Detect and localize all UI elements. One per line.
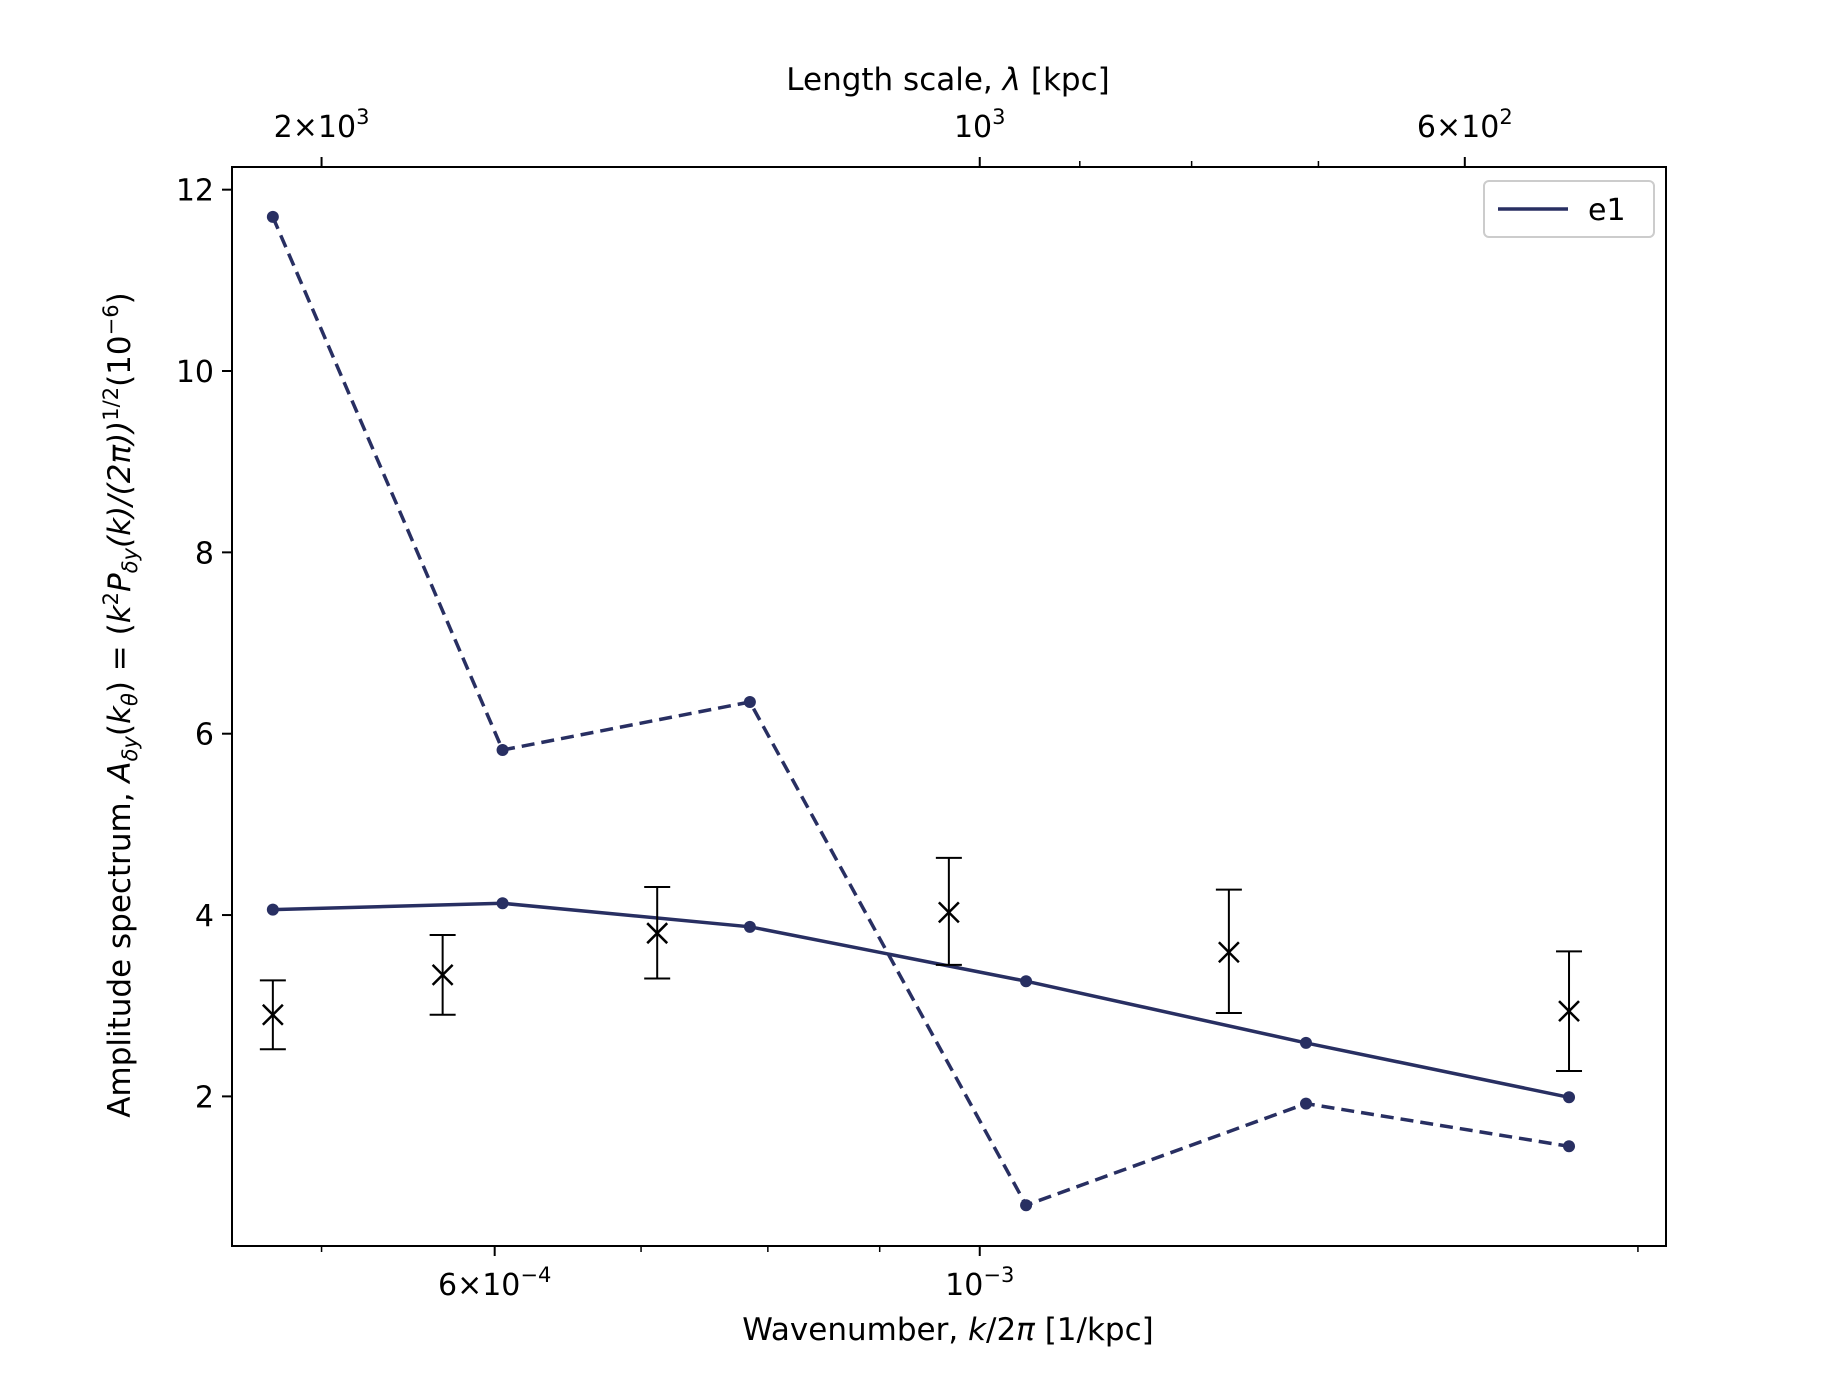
y-axis-title-P: P — [102, 573, 138, 592]
y-axis-title-main: Amplitude spectrum, — [102, 783, 138, 1118]
top-x-tick-label-1: 103 — [954, 105, 1006, 145]
legend-label-e1: e1 — [1588, 193, 1626, 228]
series-0-point-0 — [266, 903, 279, 916]
y-axis-title-A-sub: δy — [118, 736, 142, 762]
y-tick-label-1: 4 — [195, 899, 214, 934]
y-axis-title-close: ) — [102, 292, 138, 304]
series-0-point-3 — [1020, 975, 1033, 988]
errorbar-5-marker-b — [1558, 1000, 1580, 1023]
y-axis-title-eq: ) = ( — [102, 623, 138, 693]
errorbar-point-1 — [429, 933, 456, 1016]
series-1-point-4 — [1300, 1097, 1313, 1110]
top-x-axis-title: Length scale, λ [kpc] — [786, 62, 1109, 98]
x-tick-label-base-1: 10 — [945, 1268, 983, 1303]
errorbar-4-marker-b — [1217, 941, 1240, 964]
y-axis-title: Amplitude spectrum, Aδy(kθ) = (k2Pδy(k)/… — [99, 292, 142, 1117]
x-tick-label-0: 6×10−4 — [438, 1263, 551, 1303]
x-tick-label-exp-1: −3 — [983, 1263, 1014, 1287]
top-x-tick-label-2: 6×102 — [1417, 105, 1513, 145]
legend: e1 — [1483, 180, 1655, 238]
y-tick-label-4: 10 — [176, 355, 214, 390]
x-tick-label-1: 10−3 — [945, 1263, 1014, 1303]
y-axis-title-k2: k — [102, 604, 138, 623]
y-tick-label-3: 8 — [195, 536, 214, 571]
series-1-point-0 — [266, 210, 279, 223]
top-x-tick-label-base-0: 2×10 — [274, 110, 356, 145]
series-0-line — [272, 901, 1570, 1100]
series-0-point-1 — [496, 897, 509, 910]
y-axis-title-sup2: 2 — [99, 592, 123, 605]
top-x-tick-label-base-2: 6×10 — [1417, 110, 1499, 145]
top-x-tick-label-exp-2: 2 — [1499, 105, 1512, 129]
y-axis-title-supexp: −6 — [99, 304, 123, 335]
y-axis-title-A: A — [102, 761, 138, 784]
chart-marks — [259, 210, 1583, 1212]
y-tick-label-5: 12 — [176, 174, 214, 209]
y-axis-title-P-sub: δy — [118, 547, 142, 573]
series-0-point-4 — [1300, 1036, 1313, 1049]
series-0-point-5 — [1563, 1091, 1576, 1104]
x-tick-label-base-0: 6×10 — [438, 1268, 520, 1303]
x-axis-title: Wavenumber, k/2π [1/kpc] — [742, 1312, 1153, 1348]
top-x-tick-label-exp-1: 3 — [992, 105, 1005, 129]
x-tick-label-exp-0: −4 — [520, 1263, 551, 1287]
x-axis-title-unit: [1/kpc] — [1035, 1312, 1154, 1348]
top-x-axis-title-unit: [kpc] — [1021, 62, 1110, 98]
series-1-point-1 — [496, 744, 509, 757]
x-axis-title-var: k — [968, 1312, 987, 1348]
top-x-axis-title-var: λ — [1001, 62, 1021, 98]
x-axis-title-rest: /2 — [986, 1312, 1016, 1348]
errorbar-point-3 — [935, 856, 962, 966]
top-x-tick-label-exp-0: 3 — [356, 105, 369, 129]
y-axis-title-sup12: 1/2 — [99, 387, 123, 421]
errorbar-point-4 — [1215, 888, 1242, 1014]
errorbar-point-2 — [644, 885, 671, 980]
errorbar-1-marker-b — [431, 964, 454, 986]
series-1-point-3 — [1020, 1199, 1033, 1212]
errorbar-0-marker-b — [261, 1003, 284, 1026]
x-axis-title-main: Wavenumber, — [742, 1312, 968, 1348]
y-tick-label-0: 2 — [195, 1080, 214, 1115]
y-axis-title-mid: (k)/(2π)) — [102, 421, 138, 548]
errorbar-3-marker-b — [937, 901, 960, 924]
y-axis-title-k: k — [102, 705, 138, 724]
errorbar-point-5 — [1556, 950, 1583, 1073]
y-axis-title-tail: (10 — [102, 335, 138, 387]
top-x-tick-label-base-1: 10 — [954, 110, 992, 145]
series-0-point-2 — [743, 920, 756, 933]
plot-frame — [231, 166, 1667, 1247]
top-x-tick-label-0: 2×103 — [274, 105, 370, 145]
y-axis-title-open: ( — [102, 724, 138, 736]
top-x-axis-title-main: Length scale, — [786, 62, 1002, 98]
errorbar-2-marker-b — [646, 922, 669, 945]
series-1-line — [271, 216, 1570, 1208]
x-axis-title-pi: π — [1016, 1312, 1036, 1348]
y-axis-title-k-sub: θ — [118, 693, 142, 706]
y-tick-label-2: 6 — [195, 718, 214, 753]
legend-box — [1483, 180, 1655, 238]
errorbar-point-0 — [259, 979, 286, 1051]
series-1-point-2 — [743, 695, 756, 708]
series-1-point-5 — [1563, 1140, 1576, 1153]
